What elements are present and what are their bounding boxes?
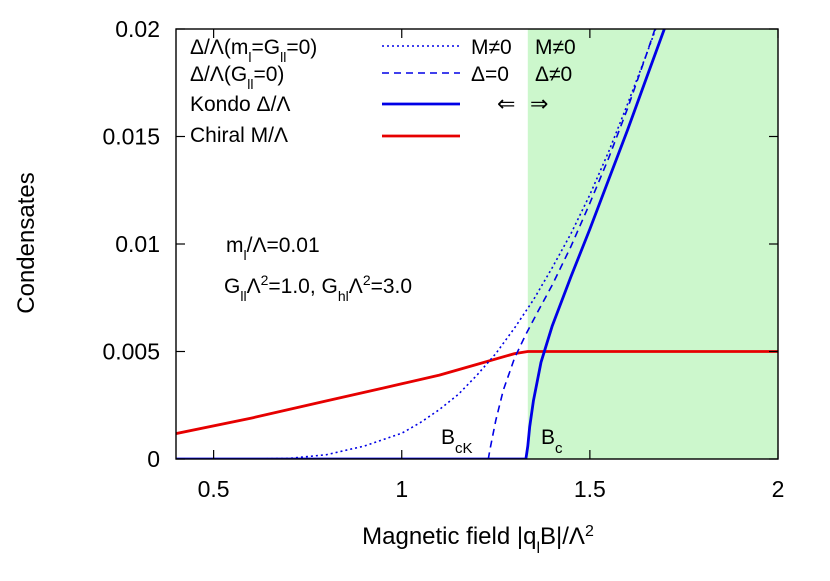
x-tick-label: 2 xyxy=(772,476,785,502)
right-arrow: ⇒ xyxy=(530,91,548,116)
params-line-1: ml/Λ=0.01 xyxy=(226,234,320,263)
green-shaded-region xyxy=(527,29,778,459)
y-tick-label: 0 xyxy=(147,446,160,472)
right-region-label-delta: Δ≠0 xyxy=(535,63,572,86)
x-axis-label: Magnetic field |qlB|/Λ2 xyxy=(362,523,594,557)
y-tick-label: 0.02 xyxy=(115,16,160,42)
y-tick-label: 0.005 xyxy=(102,339,160,365)
bc-label: Bc xyxy=(541,426,563,457)
legend-label-delta-ml-g-zero: Δ/Λ(ml=Gll=0) xyxy=(190,36,317,65)
y-axis-label: Condensates xyxy=(13,172,40,313)
bck-label: BcK xyxy=(441,426,473,457)
y-tick-label: 0.01 xyxy=(115,231,160,257)
axis-ticks: 0.5 1 1.5 2 0 0.005 0.01 0.015 0.02 xyxy=(102,16,784,502)
y-tick-label: 0.015 xyxy=(102,124,160,150)
right-region-label-m: M≠0 xyxy=(535,36,576,59)
legend-label-chiral: Chiral M/Λ xyxy=(190,124,288,147)
region-labels: M≠0 Δ=0 ⇐ M≠0 Δ≠0 ⇒ xyxy=(471,36,576,116)
x-tick-label: 1.5 xyxy=(574,476,606,502)
legend: Δ/Λ(ml=Gll=0) Δ/Λ(Gll=0) Kondo Δ/Λ Chira… xyxy=(190,36,460,147)
left-arrow: ⇐ xyxy=(497,91,515,116)
x-tick-label: 1 xyxy=(395,476,408,502)
series-line-kondo xyxy=(176,29,666,459)
series-layer xyxy=(176,29,778,459)
legend-label-kondo: Kondo Δ/Λ xyxy=(190,93,290,116)
params-line-2: GllΛ2=1.0, GhlΛ2=3.0 xyxy=(224,272,412,304)
series-line-chiral xyxy=(176,350,778,435)
x-tick-label: 0.5 xyxy=(198,476,230,502)
series-line-delta-g-zero xyxy=(176,29,656,459)
left-region-label-m: M≠0 xyxy=(471,36,512,59)
left-region-label-delta: Δ=0 xyxy=(471,63,509,86)
legend-label-delta-g-zero: Δ/Λ(Gll=0) xyxy=(190,63,284,92)
